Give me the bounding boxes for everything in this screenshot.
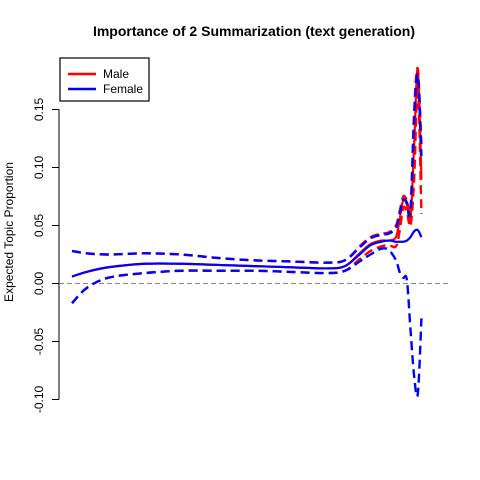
series-line-female-upper: [71, 72, 423, 264]
legend-male-label: Male: [103, 67, 129, 81]
y-tick-label: 0.05: [32, 213, 46, 237]
y-tick-label: 0.15: [32, 97, 46, 121]
chart-title: Importance of 2 Summarization (text gene…: [93, 23, 415, 39]
y-tick-label: 0.00: [32, 271, 46, 295]
y-axis-label: Expected Topic Proportion: [2, 162, 16, 302]
y-axis-ticks: -0.10 -0.05 0.00 0.05 0.10 0.15: [32, 97, 59, 413]
y-tick-label: -0.10: [32, 386, 46, 414]
legend-female-label: Female: [103, 82, 143, 96]
y-tick-label: -0.05: [32, 328, 46, 356]
series-line-female-lower: [71, 247, 423, 398]
series-layer: [71, 66, 423, 398]
legend: Male Female: [59, 57, 150, 102]
legend-box: [59, 57, 150, 102]
y-tick-label: 0.10: [32, 155, 46, 179]
series-line-female: [71, 228, 423, 278]
